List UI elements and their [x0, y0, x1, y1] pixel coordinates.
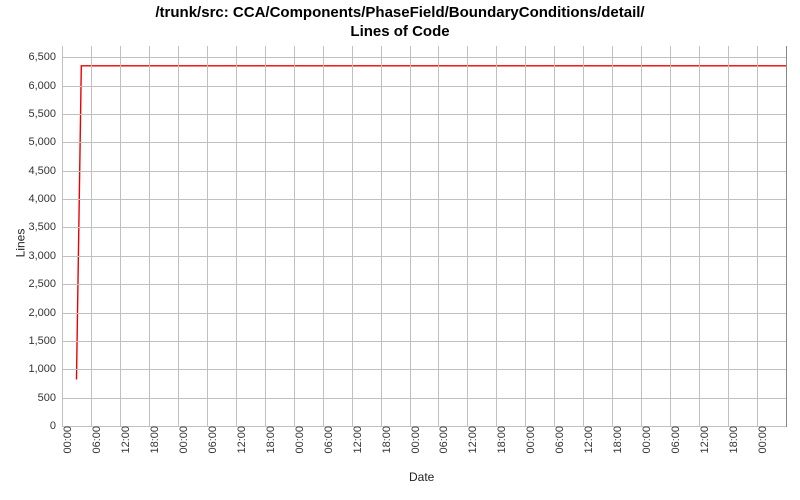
gridline-v — [757, 46, 758, 426]
ytick-label: 5,000 — [28, 136, 62, 148]
xtick-label: 00:00 — [521, 426, 537, 454]
xtick-label: 12:00 — [116, 426, 132, 454]
xtick-label: 06:00 — [319, 426, 335, 454]
xtick-label: 12:00 — [579, 426, 595, 454]
gridline-v — [699, 46, 700, 426]
gridline-v — [641, 46, 642, 426]
gridline-h — [62, 369, 786, 370]
chart-title-line1: /trunk/src: CCA/Components/PhaseField/Bo… — [0, 4, 800, 23]
gridline-h — [62, 86, 786, 87]
gridline-v — [583, 46, 584, 426]
ytick-label: 1,000 — [28, 363, 62, 375]
chart-title: /trunk/src: CCA/Components/PhaseField/Bo… — [0, 4, 800, 42]
gridline-v — [207, 46, 208, 426]
gridline-v — [467, 46, 468, 426]
ytick-label: 6,000 — [28, 80, 62, 92]
gridline-h — [62, 341, 786, 342]
plot-area: 05001,0001,5002,0002,5003,0003,5004,0004… — [62, 46, 787, 427]
gridline-h — [62, 398, 786, 399]
gridline-v — [120, 46, 121, 426]
gridline-v — [91, 46, 92, 426]
gridline-v — [62, 46, 63, 426]
ytick-label: 5,500 — [28, 108, 62, 120]
xtick-label: 18:00 — [724, 426, 740, 454]
ytick-label: 3,500 — [28, 221, 62, 233]
gridline-v — [352, 46, 353, 426]
xtick-label: 06:00 — [666, 426, 682, 454]
ytick-label: 3,000 — [28, 250, 62, 262]
gridline-v — [236, 46, 237, 426]
xtick-label: 00:00 — [58, 426, 74, 454]
gridline-h — [62, 227, 786, 228]
xtick-label: 00:00 — [290, 426, 306, 454]
xtick-label: 12:00 — [348, 426, 364, 454]
gridline-v — [612, 46, 613, 426]
xtick-label: 06:00 — [550, 426, 566, 454]
gridline-v — [554, 46, 555, 426]
gridline-v — [381, 46, 382, 426]
xtick-label: 06:00 — [434, 426, 450, 454]
gridline-v — [438, 46, 439, 426]
gridline-v — [496, 46, 497, 426]
gridline-h — [62, 284, 786, 285]
xtick-label: 00:00 — [406, 426, 422, 454]
gridline-v — [323, 46, 324, 426]
gridline-v — [410, 46, 411, 426]
xtick-label: 12:00 — [695, 426, 711, 454]
ytick-label: 2,500 — [28, 278, 62, 290]
gridline-h — [62, 256, 786, 257]
ytick-label: 4,000 — [28, 193, 62, 205]
gridline-v — [294, 46, 295, 426]
xtick-label: 06:00 — [87, 426, 103, 454]
xtick-label: 18:00 — [608, 426, 624, 454]
xtick-label: 12:00 — [232, 426, 248, 454]
x-axis-label: Date — [409, 470, 434, 484]
xtick-label: 00:00 — [174, 426, 190, 454]
ytick-label: 1,500 — [28, 335, 62, 347]
y-axis-label: Lines — [13, 229, 27, 258]
gridline-h — [62, 313, 786, 314]
gridline-v — [265, 46, 266, 426]
gridline-v — [149, 46, 150, 426]
gridline-v — [670, 46, 671, 426]
gridline-h — [62, 142, 786, 143]
ytick-label: 6,500 — [28, 51, 62, 63]
loc-chart: /trunk/src: CCA/Components/PhaseField/Bo… — [0, 0, 800, 500]
ytick-label: 2,000 — [28, 307, 62, 319]
ytick-label: 500 — [38, 392, 62, 404]
xtick-label: 06:00 — [203, 426, 219, 454]
xtick-label: 00:00 — [753, 426, 769, 454]
gridline-v — [525, 46, 526, 426]
chart-title-line2: Lines of Code — [0, 23, 800, 42]
gridline-v — [728, 46, 729, 426]
xtick-label: 18:00 — [261, 426, 277, 454]
xtick-label: 18:00 — [492, 426, 508, 454]
gridline-h — [62, 199, 786, 200]
xtick-label: 12:00 — [463, 426, 479, 454]
ytick-label: 4,500 — [28, 165, 62, 177]
gridline-h — [62, 171, 786, 172]
xtick-label: 18:00 — [377, 426, 393, 454]
gridline-h — [62, 114, 786, 115]
xtick-label: 18:00 — [145, 426, 161, 454]
xtick-label: 00:00 — [637, 426, 653, 454]
data-line — [76, 66, 786, 380]
gridline-v — [178, 46, 179, 426]
gridline-h — [62, 57, 786, 58]
